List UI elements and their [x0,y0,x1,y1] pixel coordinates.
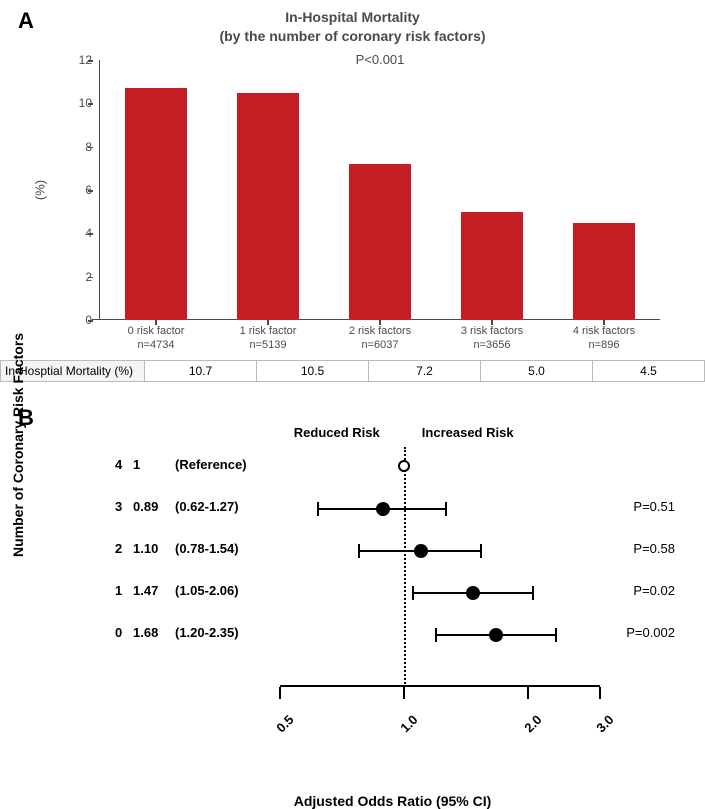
panel-a-chart: P<0.001 (%) 0246810120 risk factorn=4734… [100,60,660,320]
panel-b-xtick-label: 2.0 [514,712,544,742]
panel-b-point [398,460,410,472]
panel-b-row-label: 01.68(1.20-2.35) [115,625,239,640]
panel-a-bar [461,212,523,320]
figure: A In-Hospital Mortality (by the number o… [0,0,705,807]
panel-b-xtick-label: 0.5 [266,712,296,742]
panel-a-row-val-3: 5.0 [481,360,593,382]
panel-a-bar [573,223,635,321]
panel-b-header-right: Increased Risk [422,425,514,440]
panel-b: B Number of Coronary Risk Factors 0.51.0… [0,405,705,807]
panel-b-row-label: 30.89(0.62-1.27) [115,499,239,514]
panel-b-row [280,457,600,477]
panel-a-data-row: In-Hosptial Mortality (%) 10.7 10.5 7.2 … [0,360,705,382]
panel-a-ylabel: (%) [33,180,48,200]
panel-b-row [280,583,600,603]
panel-a-ytick-mark [88,190,93,192]
panel-a-bar [125,88,187,320]
panel-b-ci-cap [358,544,360,558]
panel-a-ytick-mark [88,147,93,149]
panel-a-bar [349,164,411,320]
panel-b-ci-cap [555,628,557,642]
panel-a-ytick-mark [88,60,93,62]
panel-b-wrap: Number of Coronary Risk Factors 0.51.02.… [100,417,685,797]
panel-a-yaxis [92,60,100,320]
panel-b-row-label: 21.10(0.78-1.54) [115,541,239,556]
panel-b-row-label: 41(Reference) [115,457,247,472]
panel-b-row-pvalue: P=0.58 [633,541,675,556]
panel-a-title-line1: In-Hospital Mortality [285,9,420,25]
panel-b-header-left: Reduced Risk [294,425,380,440]
panel-a: A In-Hospital Mortality (by the number o… [0,0,705,395]
panel-b-row-pvalue: P=0.51 [633,499,675,514]
panel-a-category-label: 3 risk factorsn=3656 [436,325,548,353]
panel-b-xtick [279,687,281,699]
panel-a-row-val-1: 10.5 [257,360,369,382]
panel-b-row [280,541,600,561]
panel-a-bar [237,93,299,321]
panel-a-ytick-mark [88,103,93,105]
panel-b-row [280,499,600,519]
panel-a-row-val-4: 4.5 [593,360,705,382]
panel-b-ci-cap [445,502,447,516]
panel-b-plot: 0.51.02.03.0 [280,447,600,727]
panel-b-ci-cap [435,628,437,642]
panel-b-point [376,502,390,516]
panel-a-ytick-mark [88,320,93,322]
panel-b-row-label: 11.47(1.05-2.06) [115,583,239,598]
panel-b-point [414,544,428,558]
panel-a-category-label: 4 risk factorsn=896 [548,325,660,353]
panel-b-xaxis [280,685,600,687]
panel-b-row-pvalue: P=0.02 [633,583,675,598]
panel-a-category-label: 0 risk factorn=4734 [100,325,212,353]
panel-b-ci-cap [317,502,319,516]
panel-b-xtick-label: 1.0 [390,712,420,742]
panel-b-xtick [403,687,405,699]
panel-b-point [489,628,503,642]
panel-b-point [466,586,480,600]
panel-b-ci-cap [480,544,482,558]
panel-a-row-val-0: 10.7 [145,360,257,382]
panel-a-title: In-Hospital Mortality (by the number of … [0,8,705,46]
panel-a-ytick-mark [88,277,93,279]
panel-b-xtick [527,687,529,699]
panel-b-ci-cap [532,586,534,600]
panel-a-category-label: 1 risk factorn=5139 [212,325,324,353]
panel-b-xtick-label: 3.0 [586,712,616,742]
panel-a-ytick-mark [88,233,93,235]
panel-b-row-pvalue: P=0.002 [626,625,675,640]
panel-b-ylabel: Number of Coronary Risk Factors [10,333,26,557]
panel-b-row [280,625,600,645]
panel-a-category-label: 2 risk factorsn=6037 [324,325,436,353]
panel-a-plot-area: 0246810120 risk factorn=47341 risk facto… [100,60,660,320]
panel-a-title-line2: (by the number of coronary risk factors) [219,28,485,44]
panel-b-ref-line [404,447,406,687]
panel-b-ci-cap [412,586,414,600]
panel-a-row-val-2: 7.2 [369,360,481,382]
panel-b-xtick [599,687,601,699]
